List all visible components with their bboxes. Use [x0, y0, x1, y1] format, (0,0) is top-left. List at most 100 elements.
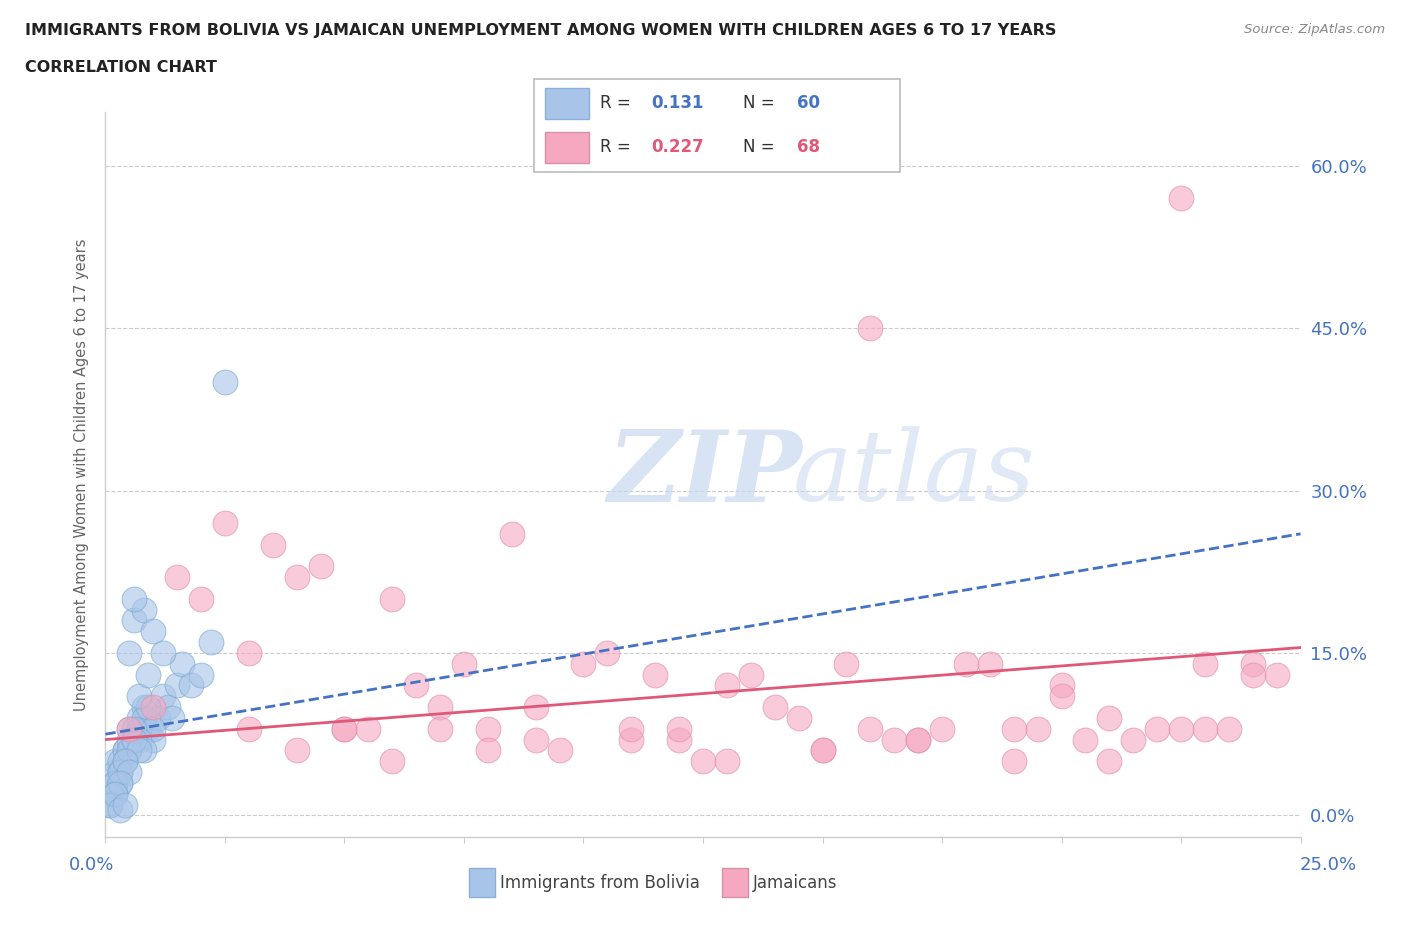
Point: [405, 678, 427, 693]
Point: [1098, 711, 1121, 725]
Point: [180, 678, 202, 693]
Text: R =: R =: [600, 94, 636, 113]
Point: [907, 732, 929, 747]
Point: [1146, 722, 1168, 737]
Text: 0.131: 0.131: [651, 94, 704, 113]
Point: [1002, 722, 1025, 737]
Point: [811, 743, 834, 758]
Point: [1122, 732, 1144, 747]
Point: [156, 699, 179, 714]
Point: [152, 645, 174, 660]
Point: [1265, 667, 1288, 682]
Point: [114, 743, 136, 758]
Point: [835, 657, 858, 671]
Point: [128, 732, 150, 747]
Point: [128, 689, 150, 704]
Text: ZIP: ZIP: [607, 426, 803, 523]
Point: [429, 722, 451, 737]
Point: [108, 754, 131, 769]
Point: [859, 321, 882, 336]
Text: 68: 68: [797, 138, 821, 156]
FancyBboxPatch shape: [468, 869, 495, 897]
Point: [1218, 722, 1240, 737]
Point: [98, 786, 121, 801]
Point: [114, 754, 136, 769]
Point: [118, 732, 141, 747]
Point: [931, 722, 953, 737]
Point: [114, 754, 136, 769]
Text: IMMIGRANTS FROM BOLIVIA VS JAMAICAN UNEMPLOYMENT AMONG WOMEN WITH CHILDREN AGES : IMMIGRANTS FROM BOLIVIA VS JAMAICAN UNEM…: [25, 23, 1057, 38]
Point: [309, 559, 332, 574]
Point: [524, 699, 547, 714]
Point: [132, 603, 155, 618]
Point: [644, 667, 666, 682]
Text: atlas: atlas: [793, 427, 1035, 522]
Point: [98, 797, 121, 812]
Point: [104, 754, 127, 769]
Point: [142, 732, 165, 747]
FancyBboxPatch shape: [546, 132, 589, 163]
Point: [381, 591, 404, 606]
Point: [955, 657, 977, 671]
Point: [104, 786, 127, 801]
Point: [166, 678, 188, 693]
Point: [104, 786, 127, 801]
Point: [128, 743, 150, 758]
Point: [620, 722, 643, 737]
Point: [620, 732, 643, 747]
Point: [1026, 722, 1049, 737]
FancyBboxPatch shape: [534, 79, 900, 172]
Point: [118, 764, 141, 779]
Text: R =: R =: [600, 138, 636, 156]
Point: [132, 699, 155, 714]
Point: [122, 732, 145, 747]
Point: [138, 667, 160, 682]
Point: [907, 732, 929, 747]
Point: [118, 743, 141, 758]
Point: [477, 722, 499, 737]
FancyBboxPatch shape: [723, 869, 748, 897]
Point: [262, 538, 284, 552]
Point: [108, 764, 131, 779]
Point: [108, 776, 131, 790]
Point: [716, 678, 738, 693]
Point: [238, 645, 260, 660]
Point: [381, 754, 404, 769]
Point: [104, 776, 127, 790]
Point: [190, 591, 212, 606]
Y-axis label: Unemployment Among Women with Children Ages 6 to 17 years: Unemployment Among Women with Children A…: [75, 238, 90, 711]
Point: [524, 732, 547, 747]
Point: [429, 699, 451, 714]
Point: [1194, 657, 1216, 671]
Point: [1050, 678, 1073, 693]
Point: [152, 689, 174, 704]
Point: [142, 699, 165, 714]
Point: [142, 722, 165, 737]
Point: [787, 711, 810, 725]
Point: [132, 743, 155, 758]
Point: [108, 764, 131, 779]
Point: [122, 722, 145, 737]
Point: [1050, 689, 1073, 704]
Text: Immigrants from Bolivia: Immigrants from Bolivia: [501, 873, 700, 892]
Point: [357, 722, 380, 737]
Point: [238, 722, 260, 737]
Text: CORRELATION CHART: CORRELATION CHART: [25, 60, 217, 75]
Point: [333, 722, 356, 737]
Point: [333, 722, 356, 737]
Point: [108, 764, 131, 779]
Point: [118, 722, 141, 737]
Point: [1170, 722, 1192, 737]
Point: [132, 711, 155, 725]
Point: [477, 743, 499, 758]
Point: [118, 645, 141, 660]
Point: [104, 776, 127, 790]
Point: [98, 797, 121, 812]
Point: [162, 711, 184, 725]
Point: [668, 732, 690, 747]
Point: [214, 515, 236, 530]
Point: [138, 699, 160, 714]
Point: [572, 657, 595, 671]
Text: 0.0%: 0.0%: [69, 856, 114, 873]
Point: [122, 613, 145, 628]
